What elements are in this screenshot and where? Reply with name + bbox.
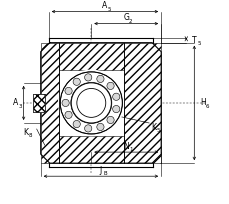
Polygon shape: [58, 136, 123, 163]
Text: B: B: [103, 172, 107, 176]
Circle shape: [65, 111, 72, 119]
Bar: [33, 94, 44, 112]
Text: N: N: [123, 142, 128, 151]
Circle shape: [65, 87, 72, 95]
Text: 5: 5: [196, 41, 200, 46]
Text: 3: 3: [19, 104, 22, 109]
Text: G: G: [123, 13, 129, 22]
Circle shape: [73, 78, 80, 85]
Text: K: K: [23, 128, 28, 136]
Circle shape: [106, 82, 114, 90]
Circle shape: [62, 99, 69, 106]
Text: 5: 5: [107, 7, 111, 12]
Circle shape: [71, 83, 111, 123]
Text: 1: 1: [128, 147, 132, 152]
Circle shape: [112, 105, 119, 113]
Text: 5: 5: [156, 128, 160, 133]
Circle shape: [112, 93, 119, 100]
Circle shape: [84, 125, 91, 132]
Text: H: H: [199, 98, 205, 108]
Circle shape: [106, 116, 114, 124]
Circle shape: [58, 70, 123, 136]
Text: K: K: [151, 123, 156, 132]
Circle shape: [73, 120, 80, 128]
Circle shape: [76, 89, 105, 117]
Circle shape: [96, 123, 104, 131]
Text: 8: 8: [28, 133, 32, 138]
Text: A: A: [102, 1, 107, 10]
Text: J: J: [99, 166, 102, 175]
Bar: [33, 94, 44, 112]
Text: T: T: [192, 36, 196, 45]
Circle shape: [96, 75, 104, 82]
Circle shape: [84, 74, 91, 81]
Polygon shape: [41, 43, 58, 163]
Polygon shape: [123, 43, 161, 163]
Text: A: A: [13, 98, 19, 108]
Circle shape: [71, 82, 111, 123]
Polygon shape: [58, 43, 123, 70]
Text: 6: 6: [204, 104, 208, 109]
Text: 2: 2: [128, 19, 132, 24]
